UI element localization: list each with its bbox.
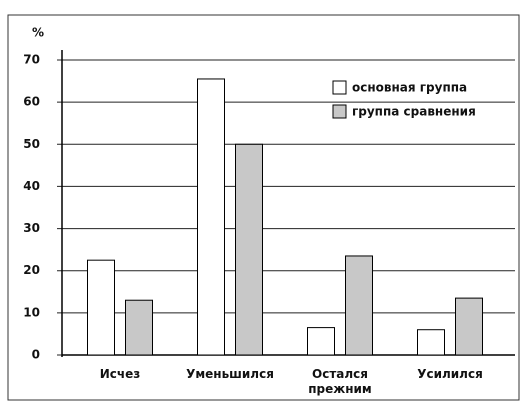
y-tick-label: 60 xyxy=(23,95,40,109)
bar xyxy=(235,143,263,356)
legend-label: группа сравнения xyxy=(352,105,476,119)
bar xyxy=(307,327,335,356)
y-tick-label: 50 xyxy=(23,137,40,151)
legend-label: основная группа xyxy=(352,81,467,95)
x-tick-label: Уменьшился xyxy=(186,367,274,381)
x-tick-label: Усилился xyxy=(417,367,483,381)
y-tick-label: 10 xyxy=(23,305,40,319)
legend-swatch xyxy=(332,80,347,95)
bar xyxy=(455,297,483,356)
frame xyxy=(7,14,520,401)
bar xyxy=(125,299,153,356)
bar xyxy=(417,329,445,356)
y-axis-label: % xyxy=(32,26,44,40)
x-tick-label: Остался прежним xyxy=(308,367,372,396)
legend-swatch xyxy=(332,104,347,119)
y-tick-label: 40 xyxy=(23,179,40,193)
y-tick-label: 70 xyxy=(23,53,40,67)
bar xyxy=(197,78,225,356)
bar xyxy=(87,259,115,356)
bar xyxy=(345,255,373,356)
y-tick-label: 0 xyxy=(32,348,40,362)
y-tick-label: 20 xyxy=(23,263,40,277)
x-tick-label: Исчез xyxy=(99,367,141,381)
y-tick-label: 30 xyxy=(23,221,40,235)
